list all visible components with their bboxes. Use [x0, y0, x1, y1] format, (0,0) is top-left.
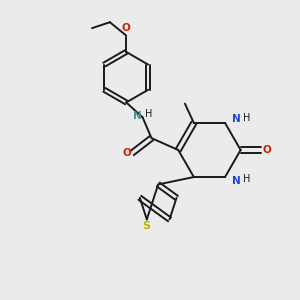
Text: O: O	[122, 148, 131, 158]
Text: H: H	[146, 109, 153, 119]
Text: O: O	[122, 23, 130, 34]
Text: H: H	[243, 112, 250, 123]
Text: H: H	[243, 174, 250, 184]
Text: N: N	[133, 111, 142, 121]
Text: O: O	[262, 145, 271, 155]
Text: N: N	[232, 114, 240, 124]
Text: S: S	[142, 221, 150, 231]
Text: N: N	[232, 176, 240, 186]
